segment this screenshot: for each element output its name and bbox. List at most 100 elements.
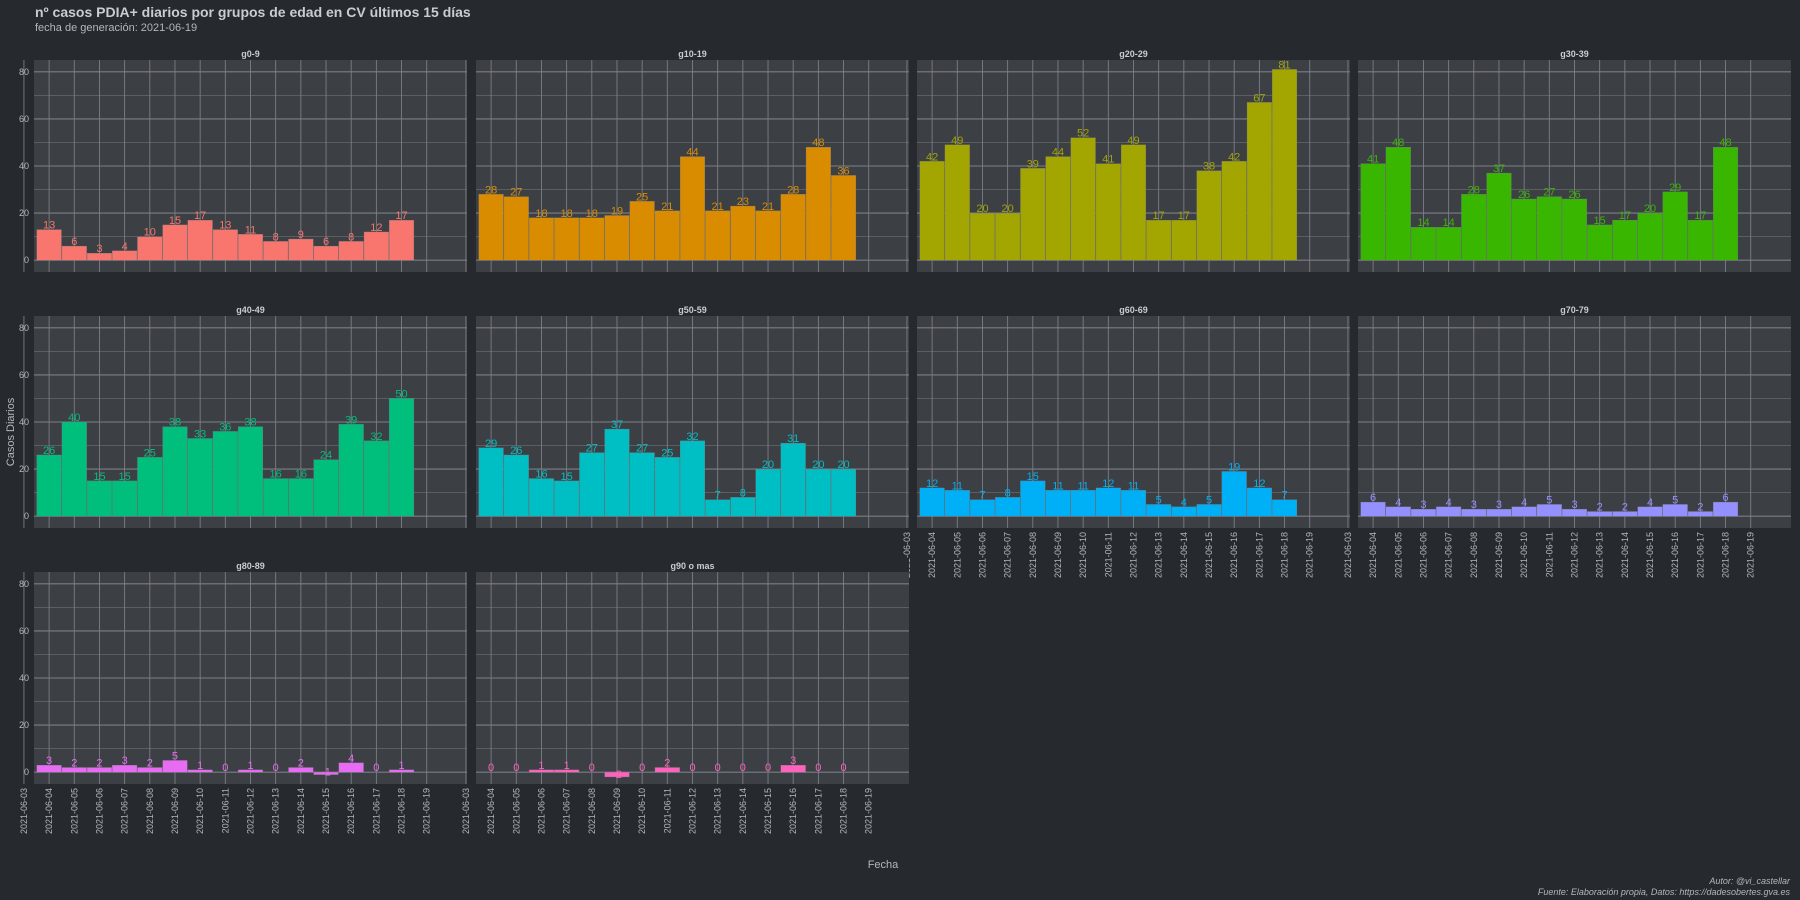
bar	[1587, 225, 1612, 260]
data-label: 44	[686, 147, 698, 159]
y-tick-label: 0	[24, 255, 29, 265]
facet-strip-label: g10-19	[678, 49, 707, 59]
x-tick-label: 2021-06-18	[397, 788, 407, 834]
data-label: 3	[46, 755, 52, 767]
data-label: 0	[488, 762, 494, 774]
data-label: 0	[740, 762, 746, 774]
x-tick-label: 2021-06-15	[1204, 532, 1214, 578]
data-label: 15	[1027, 471, 1039, 483]
data-label: 6	[1722, 492, 1728, 504]
data-label: 29	[1669, 182, 1681, 194]
data-label: 8	[273, 231, 279, 243]
data-label: 5	[172, 750, 178, 762]
bar	[137, 237, 162, 261]
x-tick-label: 2021-06-19	[1746, 532, 1756, 578]
bar	[1222, 471, 1247, 516]
bar	[731, 497, 756, 516]
data-label: 17	[1694, 210, 1706, 222]
x-tick-label: 2021-06-18	[1721, 532, 1731, 578]
data-label: 39	[345, 414, 357, 426]
data-label: 20	[1002, 203, 1014, 215]
y-tick-label: 60	[19, 114, 29, 124]
bar	[831, 175, 856, 260]
x-tick-label: 2021-06-03	[1343, 532, 1353, 578]
x-tick-label: 2021-06-04	[1368, 532, 1378, 578]
bar	[579, 218, 604, 260]
data-label: 39	[1027, 158, 1039, 170]
bar	[1713, 502, 1738, 516]
bar	[1613, 220, 1638, 260]
y-tick-label: 20	[19, 464, 29, 474]
x-tick-label: 2021-06-15	[763, 788, 773, 834]
data-label: 6	[71, 236, 77, 248]
data-label: 4	[1181, 497, 1187, 509]
y-tick-label: 40	[19, 417, 29, 427]
data-label: -1	[321, 767, 331, 779]
x-tick-label: 2021-06-13	[271, 788, 281, 834]
y-tick-label: 80	[19, 579, 29, 589]
x-tick-label: 2021-06-10	[1519, 532, 1529, 578]
bar	[1071, 490, 1096, 516]
data-label: 15	[119, 471, 131, 483]
x-tick-label: 2021-06-06	[977, 532, 987, 578]
data-label: 38	[169, 417, 181, 429]
x-tick-label: 2021-06-15	[321, 788, 331, 834]
data-label: 27	[1543, 187, 1555, 199]
data-label: 0	[815, 762, 821, 774]
x-tick-label: 2021-06-04	[927, 532, 937, 578]
data-label: 6	[323, 236, 329, 248]
x-tick-label: 2021-06-08	[1028, 532, 1038, 578]
data-label: 15	[93, 471, 105, 483]
x-tick-label: 2021-06-08	[1469, 532, 1479, 578]
data-label: 1	[538, 760, 544, 772]
x-tick-label: 2021-06-18	[839, 788, 849, 834]
bar	[630, 453, 655, 517]
chart-caption: Autor: @vi_castellar Fuente: Elaboración…	[1538, 876, 1790, 898]
data-label: 37	[1493, 163, 1505, 175]
data-label: 31	[787, 433, 799, 445]
data-label: 0	[222, 762, 228, 774]
data-label: 36	[219, 421, 231, 433]
bar	[1197, 171, 1222, 261]
x-tick-label: 2021-06-11	[220, 788, 230, 833]
data-label: 17	[1178, 210, 1190, 222]
data-label: 26	[43, 445, 55, 457]
data-label: 0	[840, 762, 846, 774]
bar	[1046, 490, 1071, 516]
bar	[1146, 220, 1171, 260]
data-label: 2	[1622, 502, 1628, 514]
facet-strip-label: g0-9	[241, 49, 260, 59]
bar	[87, 481, 112, 516]
bar	[163, 427, 188, 517]
data-label: 2	[71, 758, 77, 770]
x-tick-label: 2021-06-06	[94, 788, 104, 834]
data-label: 5	[1206, 494, 1212, 506]
bar	[112, 481, 137, 516]
x-tick-label: 2021-06-06	[536, 788, 546, 834]
bar	[1247, 102, 1272, 260]
bar	[756, 469, 781, 516]
facet-strip-label: g20-29	[1119, 49, 1148, 59]
bar	[1121, 145, 1146, 260]
data-label: 19	[1228, 461, 1240, 473]
data-label: 2	[96, 758, 102, 770]
data-label: 41	[1102, 154, 1114, 166]
facet-strip-label: g90 o mas	[670, 561, 714, 571]
bar	[1638, 213, 1663, 260]
bar	[1121, 490, 1146, 516]
data-label: 24	[320, 450, 332, 462]
caption-author: Autor: @vi_castellar	[1538, 876, 1790, 887]
x-tick-label: 2021-06-17	[813, 788, 823, 834]
data-label: 12	[370, 222, 382, 234]
data-label: 16	[270, 469, 282, 481]
bar	[1020, 168, 1045, 260]
bar	[970, 213, 995, 260]
x-tick-label: 2021-06-07	[1444, 532, 1454, 578]
data-label: 1	[398, 760, 404, 772]
bar	[554, 481, 579, 516]
data-label: 12	[1102, 478, 1114, 490]
data-label: 12	[1253, 478, 1265, 490]
data-label: 16	[535, 469, 547, 481]
x-tick-label: 2021-06-13	[1595, 532, 1605, 578]
data-label: 36	[837, 165, 849, 177]
